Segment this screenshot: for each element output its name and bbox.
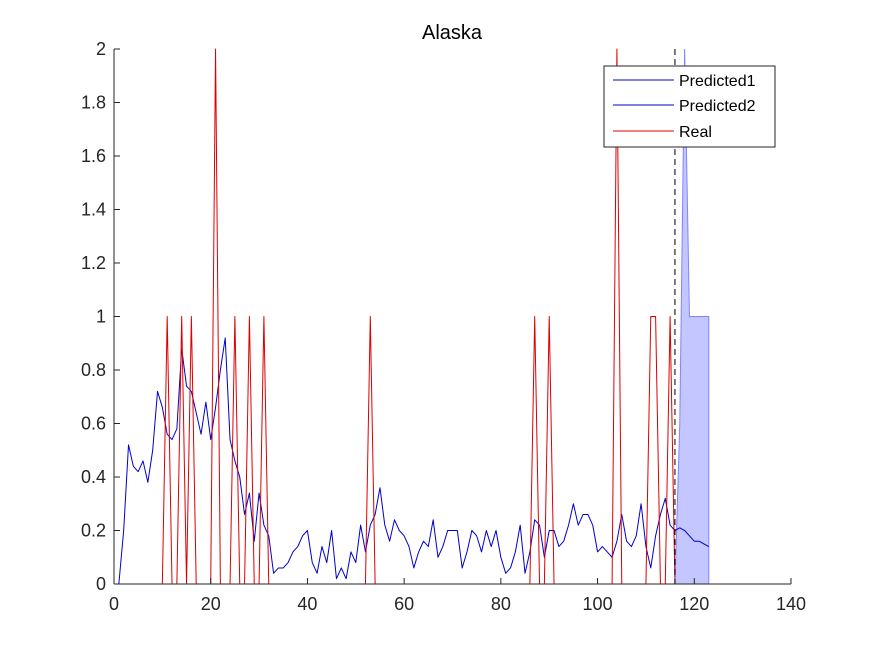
x-tick-label-100: 100 [583, 594, 613, 614]
chart-title: Alaska [422, 22, 483, 44]
y-tick-label-0.8: 0.8 [81, 360, 106, 380]
series-line-predicted2 [674, 527, 710, 547]
y-tick-label-1: 1 [96, 307, 106, 327]
x-tick-label-120: 120 [679, 594, 709, 614]
series-line-predicted1 [118, 337, 676, 585]
y-tick-label-0: 0 [96, 574, 106, 594]
y-tick-label-0.2: 0.2 [81, 521, 106, 541]
x-ticks: 0 20 40 60 80 100 120 140 [109, 578, 806, 614]
x-tick-label-80: 80 [491, 594, 511, 614]
x-tick-label-20: 20 [201, 594, 221, 614]
legend-label-predicted2: Predicted2 [679, 98, 756, 115]
y-tick-label-1.6: 1.6 [81, 146, 106, 166]
y-tick-label-1.8: 1.8 [81, 93, 106, 113]
x-tick-label-40: 40 [297, 594, 317, 614]
y-tick-label-0.6: 0.6 [81, 414, 106, 434]
y-tick-label-1.2: 1.2 [81, 253, 106, 273]
legend-label-real: Real [679, 124, 712, 141]
y-tick-label-0.4: 0.4 [81, 467, 106, 487]
legend: Predicted1 Predicted2 Real [603, 65, 776, 148]
y-ticks: 0 0.2 0.4 0.6 0.8 1 1.2 1.4 1.6 1.8 2 [81, 39, 120, 594]
y-tick-label-2: 2 [96, 39, 106, 59]
x-tick-label-0: 0 [109, 594, 119, 614]
x-tick-label-60: 60 [394, 594, 414, 614]
legend-label-predicted1: Predicted1 [679, 73, 756, 90]
x-tick-label-140: 140 [776, 594, 806, 614]
y-tick-label-1.4: 1.4 [81, 200, 106, 220]
